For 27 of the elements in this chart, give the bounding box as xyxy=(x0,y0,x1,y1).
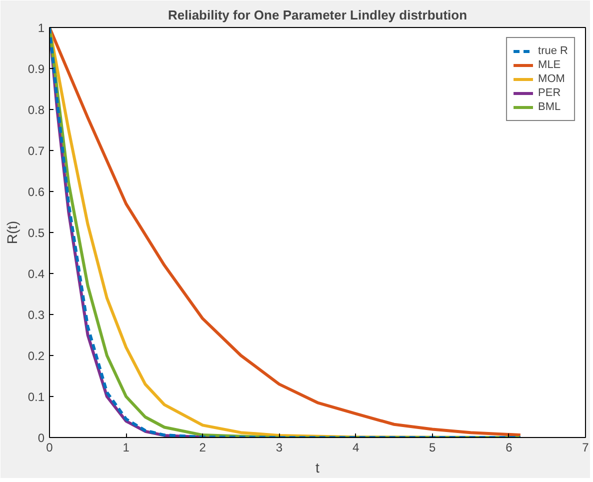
y-tick-label: 0.1 xyxy=(28,390,45,404)
legend-label: true R xyxy=(538,44,568,58)
y-tick-label: 0.2 xyxy=(28,349,45,363)
x-tick-label: 0 xyxy=(46,440,54,454)
x-axis-title: t xyxy=(316,460,320,476)
y-tick-label: 0 xyxy=(38,431,45,445)
legend-label: MOM xyxy=(538,72,565,86)
legend-label: MLE xyxy=(538,58,561,72)
legend-label: BML xyxy=(538,100,561,114)
y-tick-label: 0.9 xyxy=(28,62,45,76)
legend-label: PER xyxy=(538,86,561,100)
x-tick-label: 3 xyxy=(276,440,283,454)
y-tick-label: 0.3 xyxy=(28,308,45,322)
x-tick-label: 5 xyxy=(429,440,436,454)
x-tick-label: 2 xyxy=(199,440,206,454)
y-tick-label: 0.8 xyxy=(28,103,45,117)
chart-title: Reliability for One Parameter Lindley distrbution xyxy=(168,8,468,22)
y-tick-label: 0.4 xyxy=(28,267,45,281)
x-tick-label: 4 xyxy=(352,440,360,454)
y-tick-label: 0.6 xyxy=(28,185,45,199)
x-tick-label: 1 xyxy=(122,440,130,454)
y-tick-label: 1 xyxy=(38,21,45,35)
y-axis-title: R(t) xyxy=(4,220,20,244)
x-tick-label: 7 xyxy=(582,440,590,454)
y-tick-label: 0.5 xyxy=(28,226,45,240)
x-tick-label: 6 xyxy=(506,440,513,454)
y-tick-label: 0.7 xyxy=(28,144,45,158)
